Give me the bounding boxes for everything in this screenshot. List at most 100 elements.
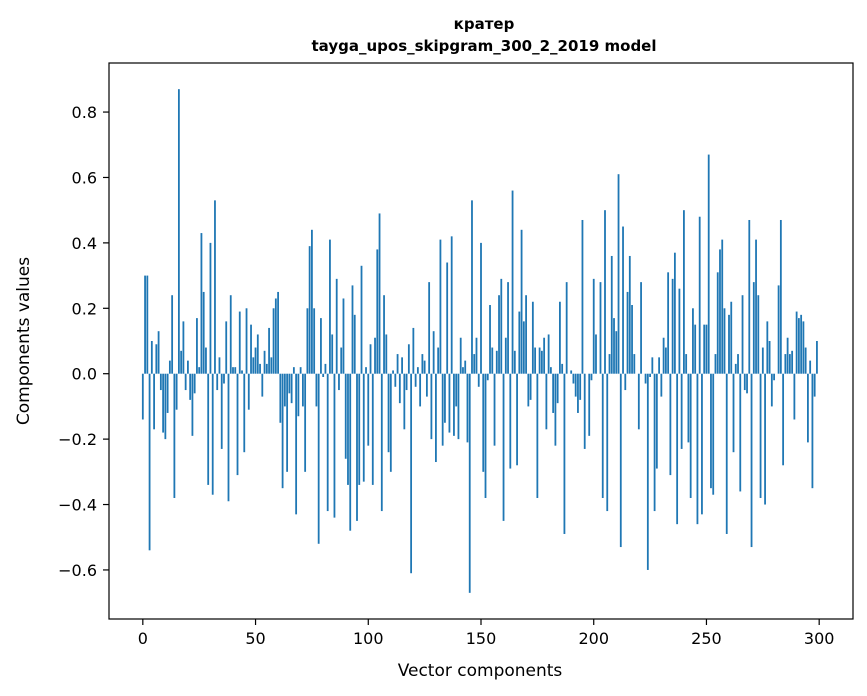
bar (448, 373, 451, 433)
bar (658, 357, 661, 374)
bar (802, 321, 805, 374)
y-axis-label: Components values (14, 257, 34, 425)
y-tick-label: −0.6 (58, 561, 97, 580)
bar (342, 298, 345, 374)
bar (606, 373, 609, 512)
bar (495, 350, 498, 374)
bar (651, 357, 654, 374)
x-tick-label: 250 (691, 629, 722, 648)
bar (423, 360, 426, 374)
bar (450, 236, 453, 374)
bar (225, 321, 228, 374)
bar (525, 295, 527, 374)
bar (279, 373, 282, 423)
bar (502, 373, 505, 521)
bar (592, 278, 595, 374)
bar (331, 334, 334, 374)
bar (527, 373, 530, 407)
bar (171, 295, 174, 374)
bar (676, 373, 679, 525)
bar (782, 373, 785, 466)
bar (380, 373, 383, 512)
bar (694, 324, 697, 374)
bar (184, 373, 187, 391)
bar (349, 373, 352, 531)
bar (743, 373, 746, 391)
bar (664, 347, 667, 374)
bar (788, 354, 791, 374)
bar (534, 347, 537, 374)
bar (741, 295, 744, 374)
bar (227, 373, 230, 502)
bar (473, 354, 476, 374)
bar (205, 347, 207, 374)
bar (626, 291, 629, 374)
bar (750, 373, 753, 548)
bar (322, 373, 325, 377)
bar (245, 308, 248, 374)
bar (166, 373, 169, 413)
bar (712, 373, 715, 495)
bar (529, 373, 532, 400)
bar (256, 334, 259, 374)
bar (685, 354, 688, 374)
bar (329, 239, 331, 374)
bar (725, 373, 728, 534)
bar (347, 373, 349, 485)
bar (707, 154, 710, 374)
bar (223, 373, 225, 384)
bar (633, 354, 636, 374)
bar (407, 344, 410, 374)
bar (344, 373, 347, 459)
bar (335, 278, 338, 374)
bar (378, 213, 381, 374)
bar (444, 373, 446, 423)
bar (793, 373, 796, 420)
bar (513, 350, 516, 374)
bar (412, 327, 415, 374)
bar (148, 373, 151, 551)
bar (455, 373, 458, 407)
bar (811, 373, 814, 489)
bar (301, 373, 304, 407)
y-tick-label: −0.2 (58, 430, 97, 449)
bar (200, 233, 203, 374)
bar (698, 216, 701, 374)
bar (308, 246, 311, 374)
bar (622, 226, 624, 374)
bar (338, 373, 340, 391)
bar (500, 278, 503, 374)
bar (561, 363, 564, 374)
bar (543, 337, 546, 374)
bar (545, 373, 548, 430)
bar (531, 301, 534, 374)
bar (761, 347, 764, 374)
bar (425, 373, 428, 397)
bar (254, 347, 257, 374)
bar (313, 308, 316, 374)
bar (365, 367, 367, 374)
bar (466, 373, 469, 443)
bar (268, 327, 270, 374)
bar (272, 308, 275, 374)
bar (719, 249, 721, 374)
x-tick-label: 300 (804, 629, 835, 648)
bar (701, 373, 703, 515)
bar (624, 373, 627, 391)
bar (692, 308, 694, 374)
bar (723, 308, 726, 374)
bar (232, 367, 234, 374)
bar (216, 373, 219, 391)
bar (797, 318, 800, 374)
bar (737, 354, 739, 374)
bar (168, 360, 171, 374)
bar (311, 229, 313, 374)
bar (646, 373, 649, 570)
bar (484, 373, 487, 498)
bar (565, 282, 568, 374)
bar (748, 219, 751, 374)
bar (324, 363, 327, 374)
bar (705, 324, 708, 374)
bar (263, 350, 266, 374)
bar (360, 265, 363, 374)
